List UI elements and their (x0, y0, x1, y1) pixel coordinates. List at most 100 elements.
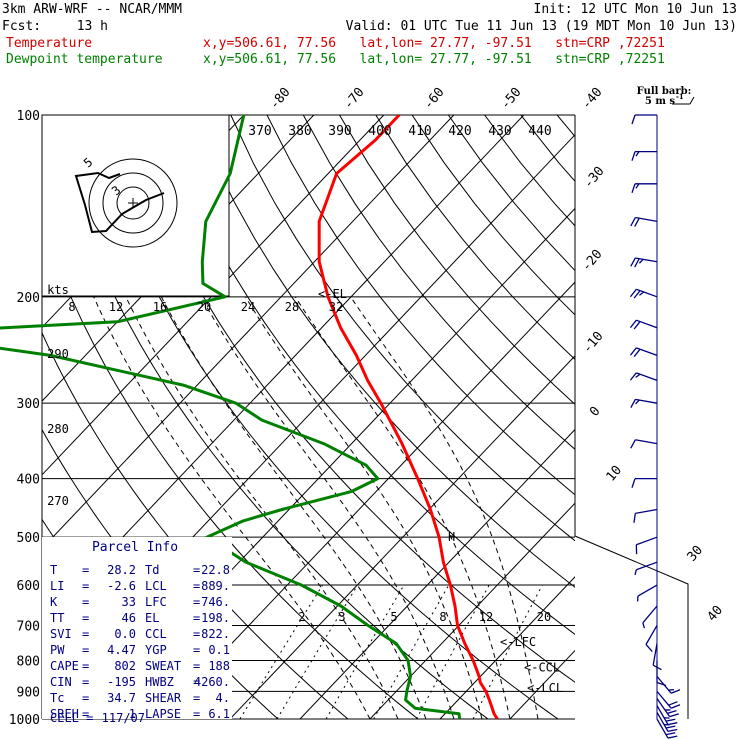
parcel-value: 198. (201, 611, 230, 625)
moist-adiabat (350, 296, 539, 719)
pressure-tick-label: 200 (17, 291, 40, 306)
wind-barb-feather (630, 439, 636, 449)
parcel-equals: = (82, 707, 89, 721)
hodograph-speed-tick: 20 (197, 300, 211, 314)
wind-barb-feather (639, 291, 645, 296)
parcel-label: SWEAT (145, 659, 181, 673)
dewpoint-row-name: Dewpoint temperature (6, 52, 163, 67)
temperature-tick-label: 0 (587, 404, 604, 420)
level-label: <-EL (318, 287, 347, 301)
dry-adiabat (49, 115, 489, 719)
wind-barb-feather (635, 183, 640, 189)
theta-e-label: 430 (488, 124, 511, 139)
dry-adiabat (484, 115, 575, 227)
parcel-value: -2.6 (107, 579, 136, 593)
mixing-ratio-label: 12 (479, 610, 493, 624)
temperature-tick-label: -80 (267, 85, 294, 113)
wind-barb-feather (630, 257, 636, 267)
parcel-equals: = (82, 579, 89, 593)
wind-barb-feather (638, 258, 644, 264)
pressure-tick-label: 500 (17, 531, 40, 546)
level-label: <-LFC (500, 635, 536, 649)
isotherm (439, 576, 575, 719)
parcel-equals: = (193, 659, 200, 673)
parcel-equals: = (82, 691, 89, 705)
wind-barb-feather (656, 681, 667, 687)
wind-barb-feather (635, 151, 640, 157)
isotherm (42, 115, 455, 550)
parcel-info-background (42, 537, 232, 719)
wind-barb-feather (670, 704, 681, 709)
dry-adiabat (593, 115, 740, 719)
mixing-ratio-label: 20 (537, 610, 551, 624)
parcel-label: HWBZ (145, 675, 174, 689)
theta-e-label: 390 (328, 124, 351, 139)
wind-barb-feather (631, 114, 636, 125)
hodograph-speed-tick: 28 (285, 300, 299, 314)
pressure-tick-label: 300 (17, 397, 40, 412)
parcel-value: 4. (216, 691, 230, 705)
hodograph-ring (102, 172, 164, 234)
dry-adiabat (121, 115, 575, 683)
temperature-line (317, 115, 499, 719)
parcel-label: CCL (145, 627, 167, 641)
wind-barb-feather (630, 217, 636, 227)
wind-barb (637, 584, 658, 597)
parcel-equals: = (193, 579, 200, 593)
wind-barb-feather (670, 689, 681, 694)
parcel-value: 802 (114, 659, 136, 673)
wind-barb-feather (668, 701, 678, 706)
hodograph-ring (88, 158, 178, 248)
parcel-value: 22.8 (201, 563, 230, 577)
wind-barb-feather (631, 151, 636, 161)
parcel-value: 33 (122, 595, 136, 609)
temperature-tick-label: 10 (604, 463, 626, 485)
wind-barb-feather (652, 664, 662, 671)
parcel-value: -195 (107, 675, 136, 689)
hodograph: 53 (41, 114, 230, 297)
wind-barb-feather (631, 478, 636, 488)
level-label: H (448, 530, 455, 544)
parcel-label: K (50, 595, 58, 609)
theta-e-label: 420 (448, 124, 471, 139)
parcel-equals: = (193, 595, 200, 609)
parcel-label: YGP (145, 643, 167, 657)
pressure-tick-label: 900 (17, 685, 40, 700)
parcel-label: SVI (50, 627, 72, 641)
dewpoint-line (0, 114, 462, 720)
parcel-equals: = (193, 627, 200, 641)
wind-barb-feather (642, 622, 646, 629)
parcel-equals: = (82, 563, 89, 577)
parcel-equals: = (193, 611, 200, 625)
parcel-equals: = (82, 675, 89, 689)
parcel-info-title: Parcel Info (92, 540, 178, 555)
hodograph-speed-tick: 8 (68, 300, 75, 314)
parcel-label: PW (50, 643, 65, 657)
parcel-equals: = (82, 643, 89, 657)
parcel-label: Tc (50, 691, 64, 705)
parcel-equals: = (193, 707, 200, 721)
dry-adiabat (157, 115, 575, 635)
isotherm (369, 502, 575, 719)
isotherm (509, 649, 575, 719)
wind-barb-feather (669, 713, 679, 718)
parcel-label: CIN (50, 675, 72, 689)
parcel-label: SHEAR (145, 691, 182, 705)
dry-adiabat (266, 115, 575, 496)
dry-adiabat (666, 115, 740, 719)
parcel-equals: = (193, 643, 200, 657)
parcel-value: 1 (129, 707, 136, 721)
mixing-ratio-label: 2 (298, 610, 305, 624)
parcel-label: Td (145, 563, 159, 577)
wind-barb-feather (629, 319, 637, 329)
wind-barb (635, 439, 658, 445)
wind-barb-feather (668, 688, 675, 691)
parcel-equals: = (82, 627, 89, 641)
hodograph-speed-tick: 24 (241, 300, 255, 314)
parcel-cell-value: 117/07 (102, 711, 145, 725)
theta-e-label: 440 (528, 124, 551, 139)
barb-legend-line1: Full barb: (637, 86, 692, 97)
parcel-label: LI (50, 579, 64, 593)
